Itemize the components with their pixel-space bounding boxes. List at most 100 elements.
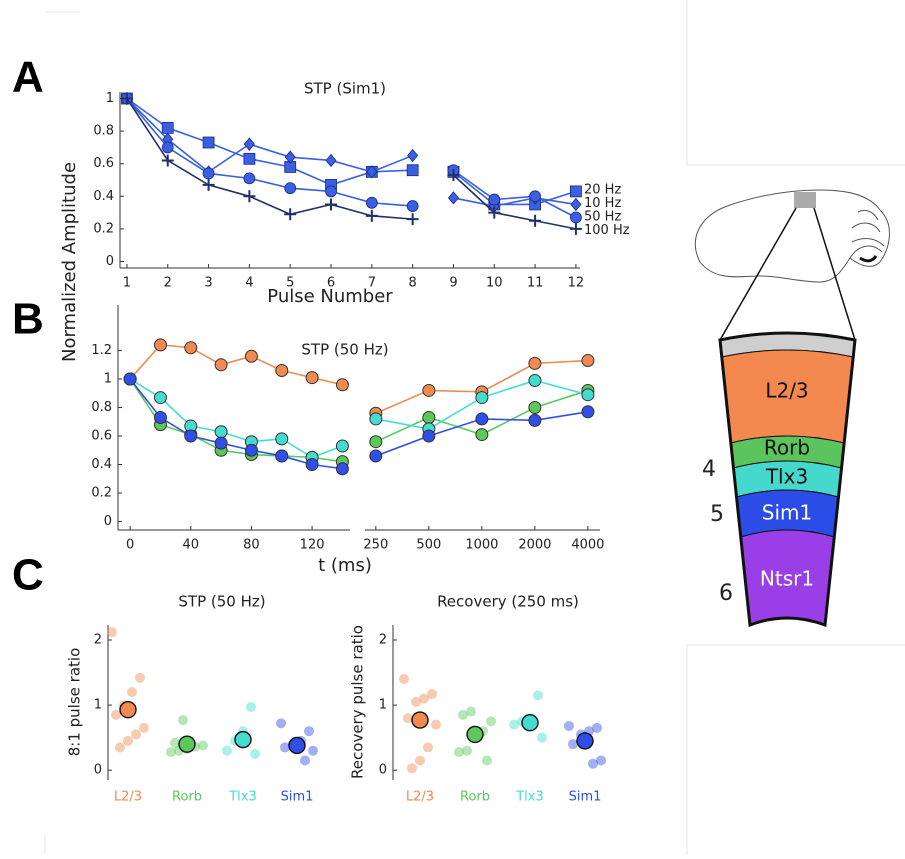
marker (581, 388, 595, 402)
x-tick-label: 3 (204, 276, 212, 291)
data-point (280, 742, 290, 753)
panel-letter: B (12, 295, 44, 344)
marker (406, 200, 419, 212)
marker (369, 412, 383, 426)
marker (275, 364, 289, 378)
cortical-column: L2/3 Rorb Tlx3 Sim1 Ntsr1 4 5 6 (702, 331, 857, 628)
data-point (170, 737, 180, 748)
region-marker (794, 192, 816, 208)
data-point (127, 687, 137, 698)
category-label: Sim1 (569, 790, 602, 805)
layer-label: Rorb (764, 436, 810, 460)
data-point (115, 742, 125, 753)
marker (581, 354, 595, 368)
marker (475, 391, 489, 405)
x-axis-label: Pulse Number (267, 286, 393, 307)
data-point (431, 719, 441, 730)
data-point (166, 746, 176, 757)
data-point (537, 732, 547, 743)
marker (422, 429, 436, 443)
marker (488, 193, 501, 206)
layer-label: Sim1 (762, 501, 812, 525)
marker (365, 196, 378, 209)
x-tick-label: 80 (243, 538, 260, 553)
marker (422, 411, 436, 424)
series-line (453, 169, 577, 219)
y-tick-label: 0 (106, 254, 114, 269)
data-point (276, 718, 286, 729)
series-line (452, 171, 577, 206)
marker (275, 449, 289, 463)
data-point (509, 719, 519, 730)
mean-point (521, 713, 539, 732)
layer-number: 6 (719, 581, 733, 606)
layer-label: Ntsr1 (760, 567, 814, 591)
y-tick-label: 1 (106, 91, 114, 106)
brain-detail (859, 255, 878, 263)
data-point (486, 716, 496, 727)
x-tick-label: 6 (327, 276, 335, 291)
data-point (533, 690, 543, 701)
data-point (399, 674, 409, 685)
marker (243, 172, 256, 185)
panel-letter: A (12, 53, 44, 102)
category-label: Tlx3 (515, 790, 544, 805)
marker (325, 198, 338, 211)
y-tick-label: 0.8 (93, 124, 114, 139)
marker (161, 141, 174, 154)
legend-label: 100 Hz (584, 223, 630, 238)
data-point (415, 755, 425, 766)
y-tick-label: 0 (379, 763, 387, 778)
data-point (592, 722, 602, 733)
mean-point (178, 735, 196, 753)
x-tick-label: 8 (409, 276, 417, 291)
marker (153, 391, 167, 405)
mean-point (288, 736, 306, 755)
x-tick-label: 40 (183, 538, 200, 553)
marker (325, 153, 337, 168)
data-point (304, 726, 314, 737)
y-axis-label: Normalized Amplitude (59, 162, 80, 362)
x-tick-label: 5 (286, 276, 294, 291)
marker (275, 432, 289, 446)
y-tick-label: 0.8 (91, 400, 112, 415)
y-tick-label: 1.2 (91, 343, 112, 358)
data-point (427, 689, 437, 700)
data-point (407, 763, 417, 774)
marker (244, 349, 258, 363)
x-tick-label: 2000 (518, 538, 551, 553)
marker (305, 457, 319, 471)
marker (366, 165, 378, 179)
category-label: L2/3 (114, 790, 142, 805)
zoom-line (719, 207, 797, 341)
marker (569, 222, 582, 235)
x-tick-label: 11 (527, 276, 544, 291)
marker (184, 429, 198, 443)
x-tick-label: 10 (486, 276, 503, 291)
marker (475, 412, 489, 426)
chart-title: STP (50 Hz) (178, 593, 265, 611)
category-label: L2/3 (406, 790, 434, 805)
data-point (588, 758, 598, 769)
marker (202, 167, 215, 180)
marker (184, 341, 198, 355)
data-point (131, 729, 141, 740)
mean-point (234, 730, 252, 749)
data-point (419, 693, 429, 704)
chart-title: STP (Sim1) (304, 80, 386, 98)
marker (214, 358, 228, 372)
marker (407, 148, 419, 163)
marker (528, 373, 542, 387)
x-tick-label: 250 (363, 538, 388, 553)
marker (123, 372, 137, 386)
data-point (454, 746, 464, 757)
marker (202, 136, 215, 149)
data-point (458, 709, 468, 720)
data-point (198, 740, 208, 751)
marker (369, 435, 383, 449)
y-tick-label: 0.4 (91, 457, 112, 472)
marker (447, 191, 459, 205)
marker (335, 439, 349, 453)
mean-point (466, 725, 484, 744)
y-tick-label: 0 (104, 514, 112, 529)
